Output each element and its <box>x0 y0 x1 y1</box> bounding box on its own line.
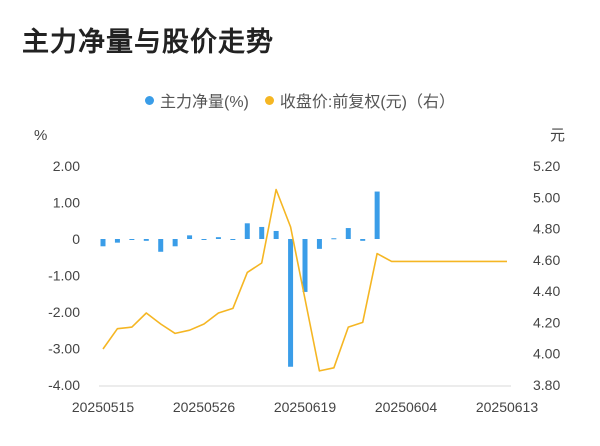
net-volume-bar <box>215 237 221 239</box>
legend-item-net-volume[interactable]: 主力净量(%) <box>145 88 249 112</box>
left-tick-label: -4.00 <box>48 377 80 393</box>
legend-label-net-volume: 主力净量(%) <box>160 94 249 111</box>
left-tick-label: 1.00 <box>53 195 80 211</box>
legend-item-close-price[interactable]: 收盘价:前复权(元)（右） <box>264 88 455 112</box>
left-tick-label: 2.00 <box>53 158 80 174</box>
left-axis-unit: % <box>34 127 47 144</box>
net-volume-bar <box>129 239 135 240</box>
x-tick-label: 20250619 <box>274 399 337 415</box>
right-tick-label: 3.80 <box>533 377 560 393</box>
right-tick-label: 5.20 <box>533 158 560 174</box>
net-volume-bar <box>100 239 106 247</box>
net-volume-bar <box>158 239 164 252</box>
net-volume-bar <box>273 230 279 239</box>
net-volume-bar <box>114 239 120 243</box>
net-volume-bar <box>244 223 250 239</box>
x-tick-label: 20250613 <box>476 399 539 415</box>
left-tick-label: -1.00 <box>48 268 80 284</box>
x-tick-label: 20250604 <box>375 399 438 415</box>
net-volume-bar <box>201 239 207 240</box>
left-tick-label: -3.00 <box>48 341 80 357</box>
net-volume-bar <box>331 238 337 240</box>
net-volume-bar <box>230 239 236 240</box>
left-tick-label: 0 <box>72 231 80 247</box>
chart-title: 主力净量与股价走势 <box>22 27 274 57</box>
left-tick-label: -2.00 <box>48 304 80 320</box>
legend-label-close-price: 收盘价:前复权(元)（右） <box>279 94 455 111</box>
net-volume-bar <box>172 239 178 247</box>
net-volume-bar <box>143 239 149 241</box>
legend-marker-line <box>264 95 274 105</box>
close-price-line <box>102 188 507 372</box>
net-volume-bar <box>302 239 308 292</box>
right-tick-label: 4.00 <box>533 346 560 362</box>
net-volume-bar <box>187 235 193 239</box>
right-tick-label: 4.20 <box>533 314 560 330</box>
x-tick-label: 20250526 <box>173 399 236 415</box>
right-tick-label: 4.80 <box>533 221 560 237</box>
net-volume-bar <box>259 226 265 239</box>
right-tick-label: 5.00 <box>533 189 560 205</box>
chart-legend: 主力净量(%) 收盘价:前复权(元)（右） <box>0 88 600 112</box>
right-axis-unit: 元 <box>550 127 565 144</box>
net-volume-bar <box>316 239 322 249</box>
right-tick-label: 4.60 <box>533 252 560 268</box>
legend-marker-bar <box>145 95 154 105</box>
net-volume-bar <box>374 191 380 239</box>
net-volume-bar <box>288 239 294 367</box>
net-volume-bar <box>360 239 366 241</box>
net-volume-bar <box>345 228 351 239</box>
right-tick-label: 4.40 <box>533 283 560 299</box>
x-tick-label: 20250515 <box>72 399 135 415</box>
